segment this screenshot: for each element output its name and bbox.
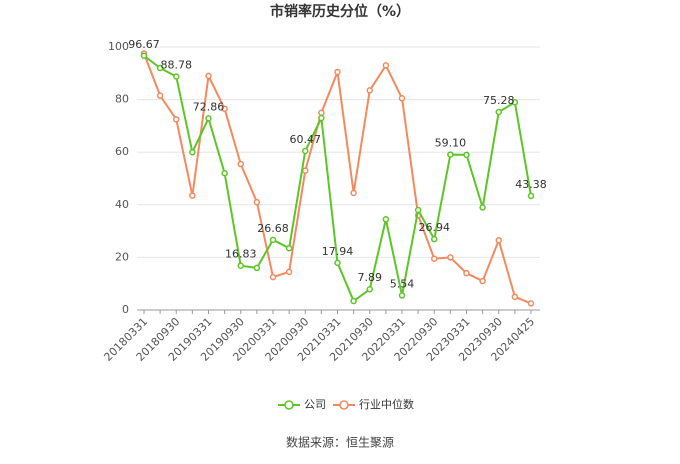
data-label: 26.94 bbox=[419, 221, 451, 234]
point bbox=[156, 92, 164, 99]
point bbox=[221, 105, 228, 113]
point bbox=[205, 115, 212, 122]
point bbox=[366, 285, 373, 293]
point bbox=[382, 216, 390, 223]
point bbox=[350, 297, 357, 305]
point bbox=[431, 235, 438, 243]
y-tick-label: 100 bbox=[108, 40, 129, 53]
point bbox=[479, 204, 486, 211]
point bbox=[511, 293, 519, 301]
point bbox=[431, 255, 438, 262]
point bbox=[205, 72, 212, 80]
data-label: 96.67 bbox=[128, 38, 160, 51]
y-tick-label: 0 bbox=[122, 303, 129, 316]
point bbox=[366, 87, 373, 94]
point bbox=[479, 277, 486, 285]
data-label: 60.47 bbox=[290, 133, 322, 146]
data-label: 43.38 bbox=[515, 178, 547, 191]
data-label: 5.54 bbox=[390, 277, 415, 290]
point bbox=[302, 167, 309, 174]
point bbox=[237, 262, 244, 269]
point bbox=[237, 160, 244, 168]
y-tick-label: 40 bbox=[115, 198, 129, 211]
point bbox=[189, 192, 196, 199]
point bbox=[350, 189, 357, 197]
point bbox=[221, 169, 228, 177]
point bbox=[189, 148, 196, 156]
point bbox=[511, 98, 519, 106]
data-label: 59.10 bbox=[435, 137, 467, 150]
point bbox=[156, 64, 164, 72]
point bbox=[398, 292, 406, 299]
point bbox=[173, 116, 180, 123]
point bbox=[414, 206, 422, 214]
point bbox=[253, 198, 261, 206]
point bbox=[495, 108, 502, 116]
point bbox=[269, 273, 277, 281]
point bbox=[447, 151, 454, 158]
point bbox=[495, 237, 502, 244]
data-label: 26.68 bbox=[257, 222, 289, 235]
data-label: 75.28 bbox=[483, 94, 515, 107]
point bbox=[285, 244, 293, 252]
y-tick-label: 60 bbox=[115, 145, 129, 158]
point bbox=[253, 264, 261, 272]
data-label: 7.89 bbox=[358, 271, 383, 284]
point bbox=[302, 147, 309, 155]
chart-title: 市销率历史分位（%） bbox=[270, 3, 410, 20]
data-label: 16.83 bbox=[225, 248, 257, 261]
point bbox=[269, 236, 277, 244]
point bbox=[382, 62, 390, 69]
data-label: 17.94 bbox=[322, 245, 354, 258]
y-tick-label: 20 bbox=[115, 250, 129, 263]
data-label: 88.78 bbox=[161, 59, 193, 72]
point bbox=[527, 192, 535, 200]
point bbox=[140, 52, 148, 60]
legend-marker bbox=[284, 400, 294, 410]
point bbox=[463, 151, 470, 159]
point bbox=[318, 114, 325, 122]
legend-marker bbox=[339, 400, 349, 410]
y-tick-label: 80 bbox=[115, 93, 129, 106]
point bbox=[447, 254, 454, 261]
point bbox=[334, 259, 341, 267]
point bbox=[173, 73, 180, 80]
legend-label: 行业中位数 bbox=[359, 397, 414, 411]
point bbox=[318, 109, 325, 116]
point bbox=[398, 95, 406, 102]
legend-label: 公司 bbox=[304, 398, 326, 411]
source-note: 数据来源：恒生聚源 bbox=[286, 435, 394, 450]
data-label: 72.86 bbox=[193, 100, 225, 113]
point bbox=[285, 268, 293, 276]
point bbox=[527, 300, 535, 307]
point bbox=[463, 269, 470, 277]
point bbox=[334, 68, 341, 76]
